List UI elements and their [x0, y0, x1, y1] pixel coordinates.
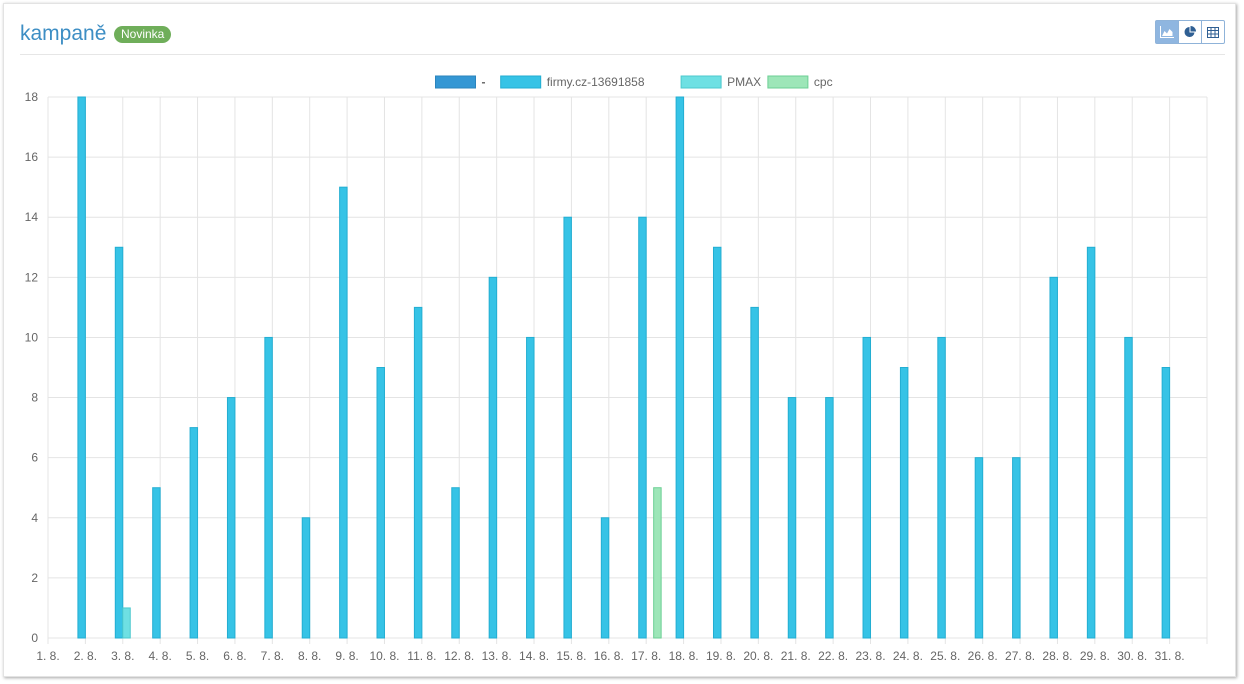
bar-1-8: [376, 367, 385, 639]
bar-1-14: [600, 517, 610, 639]
x-tick-label: 3. 8.: [111, 649, 134, 663]
chart-legend: - firmy.cz-13691858 PMAX cpc: [435, 75, 833, 89]
legend-label: cpc: [814, 75, 833, 89]
x-tick-label: 22. 8.: [818, 649, 848, 663]
y-tick-label: 16: [25, 150, 39, 164]
bar-1-10: [451, 487, 460, 639]
legend-swatch: [680, 75, 722, 89]
y-tick-label: 18: [25, 90, 39, 104]
bar-1-22: [899, 367, 909, 639]
bar-2-1: [122, 607, 131, 639]
x-tick-label: 26. 8.: [968, 649, 998, 663]
x-tick-label: 6. 8.: [223, 649, 246, 663]
chart-grid: [47, 96, 1208, 644]
panel-title: kampaně: [20, 22, 107, 45]
x-tick-label: 17. 8.: [631, 649, 661, 663]
x-tick-label: 23. 8.: [856, 649, 886, 663]
area-chart-icon: [1160, 26, 1174, 38]
x-tick-label: 19. 8.: [706, 649, 736, 663]
bar-1-29: [1161, 367, 1171, 639]
x-tick-label: 13. 8.: [482, 649, 512, 663]
legend-swatch: [435, 75, 476, 89]
chart-view-button[interactable]: [1155, 20, 1179, 44]
pie-view-button[interactable]: [1178, 20, 1202, 44]
x-tick-label: 16. 8.: [594, 649, 624, 663]
bar-1-26: [1049, 276, 1058, 639]
bar-1-28: [1124, 336, 1133, 639]
x-tick-label: 14. 8.: [519, 649, 549, 663]
chart-bars: [77, 96, 1171, 639]
pie-chart-icon: [1184, 26, 1196, 37]
y-axis: 0 2 4 6 8 10 12 14 16 18: [25, 90, 39, 645]
table-view-button[interactable]: [1201, 20, 1225, 44]
bar-1-5: [264, 336, 273, 639]
table-icon: [1207, 26, 1219, 38]
legend-label: -: [482, 75, 486, 89]
x-tick-label: 5. 8.: [186, 649, 209, 663]
x-tick-label: 27. 8.: [1005, 649, 1035, 663]
x-tick-label: 10. 8.: [369, 649, 399, 663]
y-tick-label: 2: [31, 571, 38, 585]
bar-1-17: [712, 246, 722, 639]
campaigns-panel: kampaně Novinka: [3, 3, 1236, 677]
bar-1-2: [152, 487, 161, 639]
bar-1-6: [301, 517, 311, 639]
bar-1-27: [1086, 246, 1096, 639]
bar-3-15: [653, 487, 662, 639]
bar-1-19: [787, 397, 797, 639]
bar-1-11: [488, 276, 498, 639]
y-tick-label: 8: [31, 391, 38, 405]
bar-1-13: [563, 216, 572, 639]
x-tick-label: 21. 8.: [781, 649, 811, 663]
x-tick-label: 2. 8.: [74, 649, 97, 663]
bar-1-20: [825, 397, 834, 639]
bar-1-23: [937, 336, 946, 639]
x-tick-label: 7. 8.: [261, 649, 284, 663]
legend-swatch: [767, 75, 809, 89]
x-tick-label: 1. 8.: [36, 649, 59, 663]
x-tick-label: 28. 8.: [1042, 649, 1072, 663]
legend-label: firmy.cz-13691858: [547, 75, 645, 89]
bar-1-4: [226, 397, 236, 639]
x-tick-label: 25. 8.: [930, 649, 960, 663]
view-switcher: [1155, 20, 1225, 44]
x-tick-label: 31. 8.: [1155, 649, 1185, 663]
bar-1-24: [974, 457, 984, 639]
bar-chart: - firmy.cz-13691858 PMAX cpc 0 2 4 6 8 10 12 14 16 1…: [25, 75, 1208, 663]
x-tick-label: 4. 8.: [148, 649, 171, 663]
panel-header: kampaně Novinka: [20, 18, 1225, 55]
y-tick-label: 6: [31, 451, 38, 465]
y-tick-label: 0: [31, 631, 38, 645]
x-tick-label: 18. 8.: [669, 649, 699, 663]
chart-area: - firmy.cz-13691858 PMAX cpc 0 2 4 6 8 10 12 14 16 1…: [4, 64, 1234, 679]
bar-1-9: [413, 306, 423, 639]
x-tick-label: 11. 8.: [407, 649, 436, 663]
bar-1-1: [114, 246, 124, 639]
bar-1-7: [339, 186, 348, 639]
x-tick-label: 15. 8.: [556, 649, 586, 663]
x-tick-label: 20. 8.: [743, 649, 773, 663]
bar-1-16: [675, 96, 685, 639]
legend-swatch: [500, 75, 542, 89]
x-tick-label: 12. 8.: [444, 649, 474, 663]
legend-label: PMAX: [727, 75, 761, 89]
bar-1-18: [750, 306, 759, 639]
y-tick-label: 12: [25, 270, 39, 284]
bar-1-3: [189, 427, 199, 639]
x-tick-label: 8. 8.: [298, 649, 321, 663]
x-tick-label: 9. 8.: [335, 649, 358, 663]
bar-1-25: [1012, 457, 1021, 639]
y-tick-label: 4: [31, 511, 38, 525]
bar-1-15: [638, 216, 647, 639]
bar-1-0: [77, 96, 86, 639]
new-badge: Novinka: [114, 26, 172, 43]
x-tick-label: 30. 8.: [1117, 649, 1147, 663]
bar-1-12: [526, 336, 535, 639]
x-tick-label: 24. 8.: [893, 649, 923, 663]
x-axis: 1. 8. 2. 8. 3. 8. 4. 8. 5. 8. 6. 8. 7. 8. 8. 8.…: [36, 649, 1184, 663]
y-tick-label: 10: [25, 330, 39, 344]
x-tick-label: 29. 8.: [1080, 649, 1110, 663]
bar-1-21: [862, 336, 872, 639]
y-tick-label: 14: [25, 210, 39, 224]
